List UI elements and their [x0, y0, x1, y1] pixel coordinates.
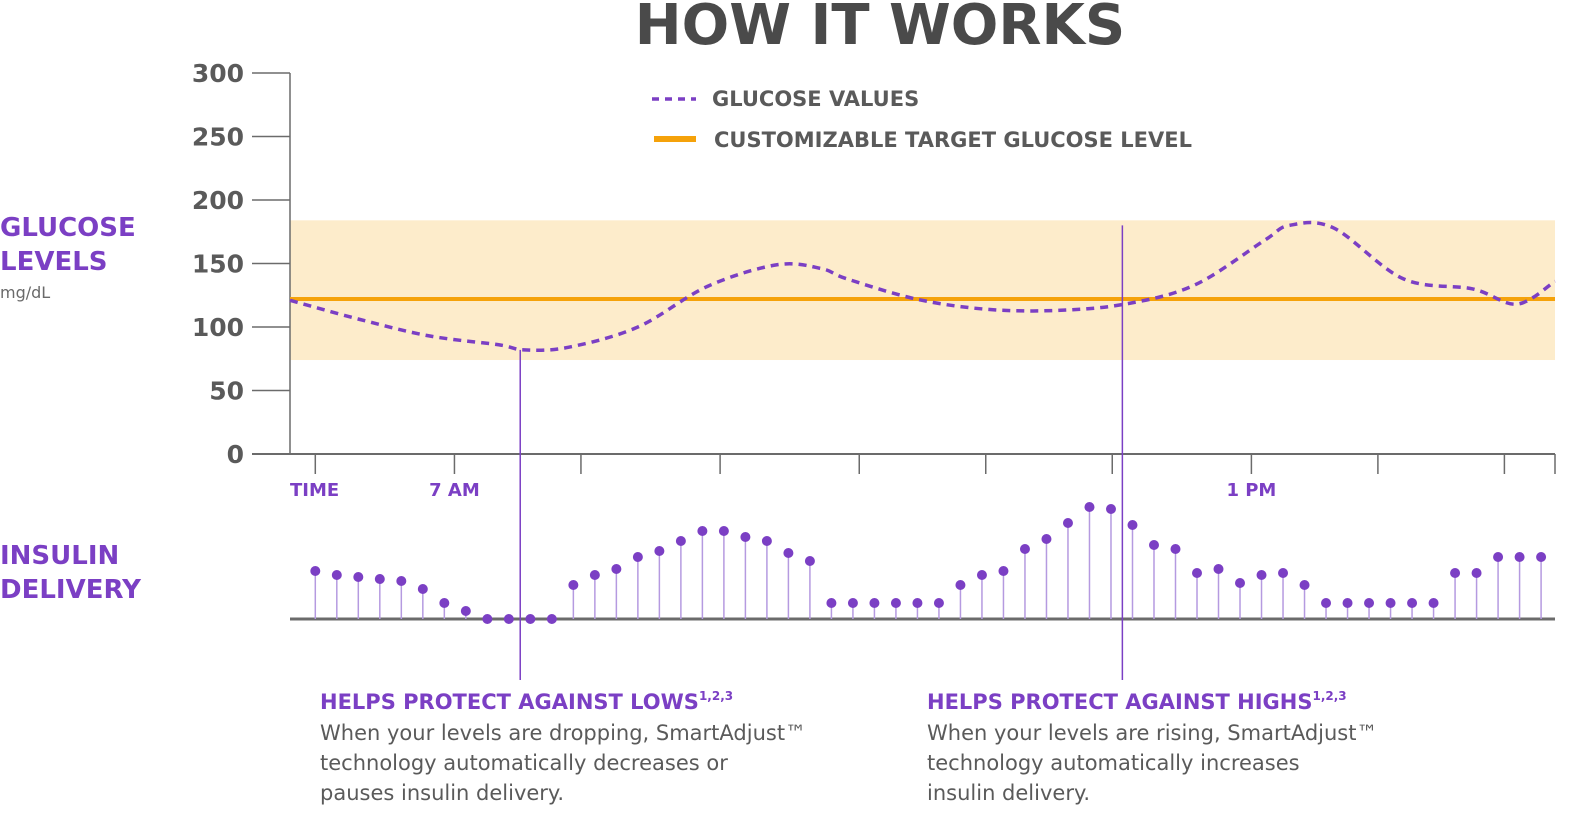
- caption-lows-head: HELPS PROTECT AGAINST LOWS: [320, 690, 699, 714]
- x-tick-label: 7 AM: [429, 480, 480, 501]
- legend: GLUCOSE VALUES CUSTOMIZABLE TARGET GLUCO…: [652, 87, 1192, 152]
- legend-target-label: CUSTOMIZABLE TARGET GLUCOSE LEVEL: [714, 128, 1192, 152]
- insulin-dot: [568, 580, 579, 590]
- y-tick-label: 0: [227, 440, 244, 469]
- insulin-dot: [804, 556, 815, 566]
- target-range-band: [290, 220, 1555, 361]
- insulin-dot: [589, 570, 600, 580]
- glucose-label-line1: GLUCOSE: [0, 213, 136, 243]
- insulin-dot: [1407, 598, 1418, 608]
- insulin-dot: [1105, 504, 1116, 514]
- insulin-dot: [1213, 564, 1224, 574]
- insulin-dot: [1127, 520, 1138, 530]
- insulin-dot: [1062, 518, 1073, 528]
- caption-lows: HELPS PROTECT AGAINST LOWS1,2,3 When you…: [320, 689, 806, 805]
- insulin-dot: [976, 570, 987, 580]
- insulin-dot: [718, 526, 729, 536]
- glucose-label-line2: LEVELS: [0, 247, 108, 277]
- insulin-dot: [654, 546, 665, 556]
- caption-lows-line1: When your levels are dropping, SmartAdju…: [320, 721, 806, 745]
- insulin-dot: [1321, 598, 1332, 608]
- svg-text:HELPS PROTECT AGAINST LOWS1,2,: HELPS PROTECT AGAINST LOWS1,2,3: [320, 689, 733, 714]
- insulin-dot: [1235, 578, 1246, 588]
- insulin-dot: [331, 570, 342, 580]
- insulin-dot: [310, 566, 321, 576]
- insulin-dot: [955, 580, 966, 590]
- insulin-label-line1: INSULIN: [0, 541, 119, 571]
- insulin-dot: [890, 598, 901, 608]
- insulin-dot: [1471, 568, 1482, 578]
- insulin-dot: [933, 598, 944, 608]
- insulin-dot: [740, 532, 751, 542]
- event-markers: [519, 225, 1124, 680]
- insulin-dot: [482, 614, 493, 624]
- insulin-dot: [546, 614, 557, 624]
- insulin-dot: [396, 576, 407, 586]
- insulin-dot: [912, 598, 923, 608]
- insulin-dot: [1364, 598, 1375, 608]
- caption-highs-line1: When your levels are rising, SmartAdjust…: [927, 721, 1377, 745]
- insulin-dot: [632, 552, 643, 562]
- caption-lows-line2: technology automatically decreases or: [320, 751, 728, 775]
- insulin-label-line2: DELIVERY: [0, 575, 142, 605]
- insulin-dot: [1385, 598, 1396, 608]
- insulin-dot: [1019, 544, 1030, 554]
- insulin-dot: [353, 572, 364, 582]
- insulin-delivery-stems: [290, 502, 1555, 624]
- insulin-dot: [761, 536, 772, 546]
- insulin-dot: [1299, 580, 1310, 590]
- insulin-dot: [1450, 568, 1461, 578]
- glucose-unit: mg/dL: [0, 283, 50, 302]
- glucose-values-line: [289, 220, 1556, 352]
- x-axis: TIME 7 AM 1 PM: [252, 453, 1556, 501]
- insulin-dot: [1342, 598, 1353, 608]
- insulin-dot: [1256, 570, 1267, 580]
- y-tick-label: 300: [192, 59, 244, 88]
- insulin-dot: [697, 526, 708, 536]
- insulin-dot: [1148, 540, 1159, 550]
- caption-lows-sup: 1,2,3: [699, 689, 733, 703]
- insulin-dot: [1428, 598, 1439, 608]
- insulin-dot: [460, 606, 471, 616]
- y-tick-label: 100: [192, 313, 244, 342]
- insulin-dot: [847, 598, 858, 608]
- insulin-dot: [503, 614, 514, 624]
- insulin-dot: [783, 548, 794, 558]
- insulin-dot: [1536, 552, 1547, 562]
- y-tick-label: 150: [192, 250, 244, 279]
- insulin-dot: [1493, 552, 1504, 562]
- insulin-dot: [1278, 568, 1289, 578]
- insulin-dot: [525, 614, 536, 624]
- svg-text:HELPS PROTECT AGAINST HIGHS1,2: HELPS PROTECT AGAINST HIGHS1,2,3: [927, 689, 1347, 714]
- caption-highs-head: HELPS PROTECT AGAINST HIGHS: [927, 690, 1312, 714]
- insulin-dot: [374, 574, 385, 584]
- caption-highs-line2: technology automatically increases: [927, 751, 1300, 775]
- insulin-dot: [1041, 534, 1052, 544]
- x-tick-label: 1 PM: [1226, 480, 1276, 501]
- y-axis: 0 50 100 150 200 250 300: [192, 59, 291, 469]
- caption-highs: HELPS PROTECT AGAINST HIGHS1,2,3 When yo…: [927, 689, 1377, 805]
- insulin-dot: [1170, 544, 1181, 554]
- insulin-dot: [439, 598, 450, 608]
- insulin-dot: [675, 536, 686, 546]
- caption-highs-sup: 1,2,3: [1312, 689, 1346, 703]
- insulin-dot: [1192, 568, 1203, 578]
- x-tick-label: TIME: [290, 480, 339, 501]
- y-tick-label: 200: [192, 186, 244, 215]
- chart-title: HOW IT WORKS: [635, 0, 1126, 58]
- insulin-dot: [998, 566, 1009, 576]
- y-tick-label: 250: [192, 123, 244, 152]
- y-tick-label: 50: [209, 377, 244, 406]
- insulin-dot: [1084, 502, 1095, 512]
- insulin-dot: [1514, 552, 1525, 562]
- insulin-dot: [826, 598, 837, 608]
- caption-highs-line3: insulin delivery.: [927, 781, 1090, 805]
- insulin-dot: [417, 584, 428, 594]
- legend-glucose-label: GLUCOSE VALUES: [712, 87, 919, 111]
- caption-lows-line3: pauses insulin delivery.: [320, 781, 564, 805]
- insulin-dot: [611, 564, 622, 574]
- insulin-dot: [869, 598, 880, 608]
